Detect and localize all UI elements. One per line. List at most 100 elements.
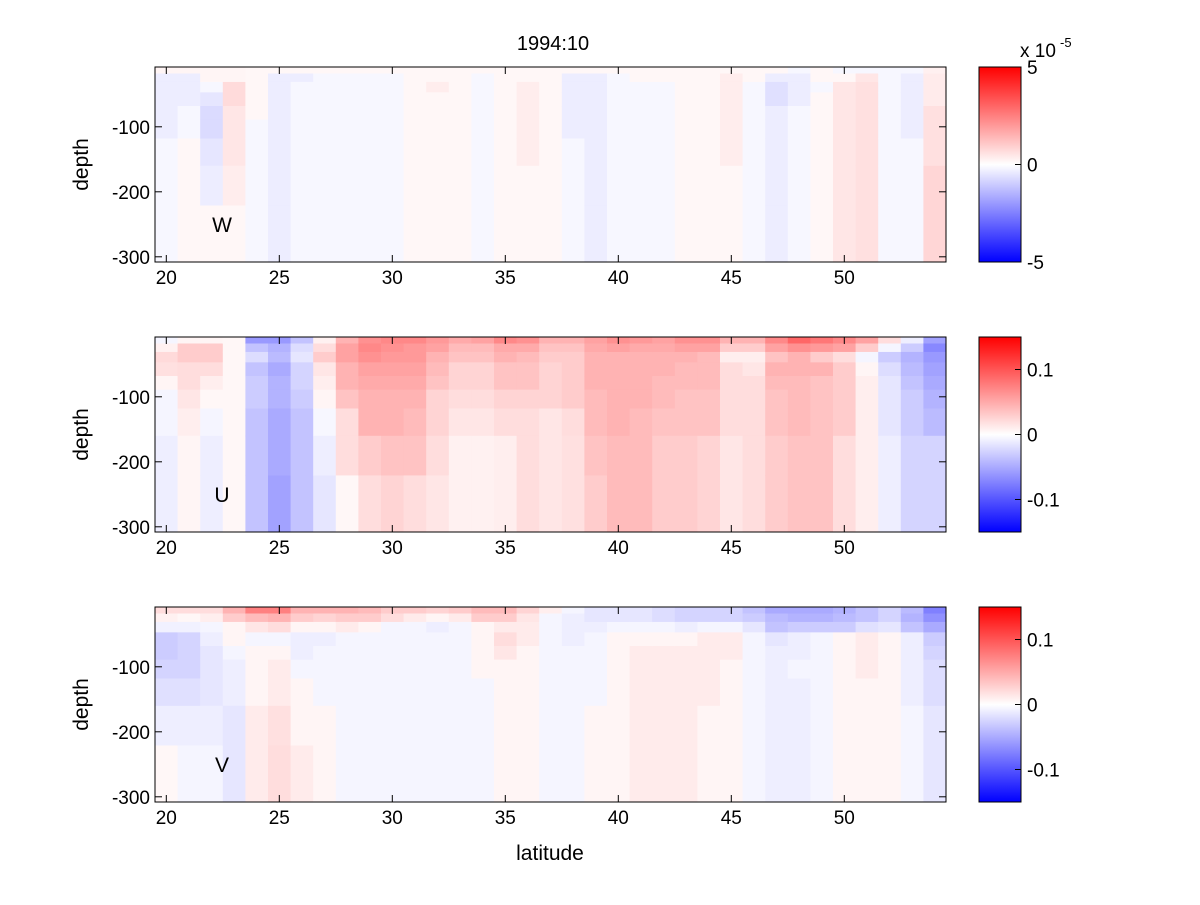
heatmap-cell: [381, 81, 404, 93]
heatmap-cell: [448, 67, 472, 74]
heatmap-cell: [358, 138, 382, 167]
heatmap-cell: [290, 745, 314, 803]
heatmap-cell: [471, 607, 495, 614]
heatmap-cell: [765, 613, 789, 623]
heatmap-cell: [629, 632, 653, 647]
heatmap-cell: [584, 119, 608, 139]
heatmap-cell: [539, 705, 563, 746]
heatmap-cell: [833, 376, 856, 391]
heatmap-cell: [494, 351, 517, 363]
heatmap-cell: [855, 621, 879, 633]
heatmap-cell: [335, 376, 359, 391]
heatmap-cell: [381, 613, 404, 623]
heatmap-cell: [561, 607, 585, 614]
heatmap-cell: [697, 607, 721, 614]
heatmap-cell: [787, 67, 811, 74]
panel-label: U: [214, 484, 229, 507]
heatmap-cell: [810, 678, 834, 707]
heatmap-cell: [403, 362, 427, 377]
heatmap-cell: [471, 138, 495, 167]
heatmap-cell: [200, 408, 224, 437]
heatmap-cell: [403, 607, 427, 614]
heatmap-cell: [268, 678, 291, 707]
heatmap-cell: [697, 165, 721, 206]
heatmap-cell: [516, 106, 540, 121]
heatmap-cell: [335, 408, 359, 437]
heatmap-cell: [245, 678, 269, 707]
heatmap-cell: [561, 119, 585, 139]
heatmap-cell: [516, 67, 540, 74]
heatmap-cell: [539, 81, 563, 93]
heatmap-cell: [403, 408, 427, 437]
heatmap-cell: [787, 73, 811, 83]
heatmap-cell: [245, 435, 269, 476]
heatmap-cell: [787, 632, 811, 647]
heatmap-cell: [290, 73, 314, 83]
heatmap-cell: [878, 351, 902, 363]
heatmap-cell: [155, 621, 178, 633]
heatmap-cell: [358, 646, 382, 661]
heatmap-cell: [561, 613, 585, 623]
heatmap-cell: [697, 351, 721, 363]
heatmap-cell: [878, 119, 902, 139]
heatmap-cell: [833, 165, 856, 206]
heatmap-cell: [494, 376, 517, 391]
heatmap-cell: [245, 343, 269, 353]
heatmap-cell: [177, 138, 201, 167]
heatmap-cell: [742, 67, 766, 74]
heatmap-cell: [335, 138, 359, 167]
heatmap-cell: [448, 607, 472, 614]
heatmap-cell: [900, 165, 924, 206]
heatmap-cell: [358, 376, 382, 391]
heatmap-cell: [742, 138, 766, 167]
heatmap-cell: [810, 81, 834, 93]
heatmap-cell: [900, 613, 924, 623]
heatmap-cell: [833, 351, 856, 363]
heatmap-cell: [516, 81, 540, 93]
heatmap-cell: [245, 646, 269, 661]
heatmap-cell: [200, 106, 224, 121]
heatmap-cell: [787, 343, 811, 353]
heatmap-cell: [177, 343, 201, 353]
heatmap-cell: [674, 607, 698, 614]
heatmap-cell: [358, 678, 382, 707]
heatmap-cell: [629, 73, 653, 83]
heatmap-cell: [222, 362, 246, 377]
heatmap-cell: [787, 435, 811, 476]
heatmap-cell: [720, 659, 743, 679]
heatmap-cell: [471, 435, 495, 476]
heatmap-cell: [810, 408, 834, 437]
colorbar-tick-label: 0: [1027, 426, 1038, 447]
heatmap-cell: [381, 659, 404, 679]
heatmap-cell: [516, 92, 540, 107]
x-tick-label: 20: [156, 538, 177, 559]
heatmap-cell: [516, 613, 540, 623]
heatmap-cell: [742, 745, 766, 803]
heatmap-cell: [313, 362, 337, 377]
heatmap-cell: [381, 632, 404, 647]
heatmap-cell: [177, 745, 201, 803]
heatmap-cell: [245, 73, 269, 83]
heatmap-cell: [426, 659, 450, 679]
heatmap-cell: [426, 745, 450, 803]
heatmap-cell: [652, 106, 676, 121]
heatmap-cell: [810, 607, 834, 614]
heatmap-cell: [426, 376, 450, 391]
heatmap-cell: [878, 659, 902, 679]
x-tick-label: 25: [269, 538, 290, 559]
x-tick-label: 45: [721, 268, 742, 289]
heatmap-cell: [674, 119, 698, 139]
heatmap-cell: [539, 408, 563, 437]
heatmap-cell: [358, 389, 382, 409]
heatmap-cell: [697, 632, 721, 647]
heatmap-cell: [833, 362, 856, 377]
heatmap-cell: [471, 67, 495, 74]
heatmap-cell: [923, 205, 947, 263]
heatmap-cell: [200, 67, 224, 74]
heatmap-cell: [448, 621, 472, 633]
heatmap-cell: [403, 165, 427, 206]
heatmap-cell: [742, 73, 766, 83]
heatmap-cell: [222, 705, 246, 746]
heatmap-cell: [403, 337, 427, 344]
heatmap-cell: [426, 607, 450, 614]
